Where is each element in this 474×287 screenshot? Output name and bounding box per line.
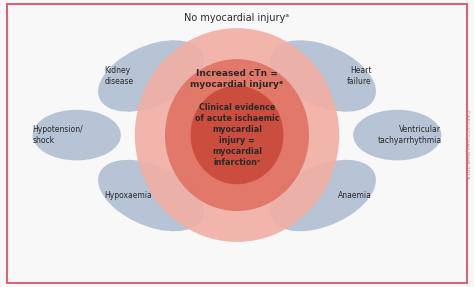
Text: Kidney
disease: Kidney disease xyxy=(105,66,134,86)
Text: Hypotension/
shock: Hypotension/ shock xyxy=(33,125,83,145)
Ellipse shape xyxy=(98,160,204,231)
Ellipse shape xyxy=(270,160,376,231)
Text: Hypoxaemia: Hypoxaemia xyxy=(105,191,152,200)
Ellipse shape xyxy=(33,110,121,160)
Ellipse shape xyxy=(165,59,309,211)
Text: Anaemia: Anaemia xyxy=(338,191,372,200)
Ellipse shape xyxy=(270,40,376,112)
Ellipse shape xyxy=(191,86,283,184)
Text: ©ESC/ACC/AHA/WHF 2018: ©ESC/ACC/AHA/WHF 2018 xyxy=(463,108,468,179)
Text: Ventricular
tachyarrhythmia: Ventricular tachyarrhythmia xyxy=(377,125,441,145)
Text: Clinical evidence
of acute ischaemic
myocardial
injury =
myocardial
infarctionᶜ: Clinical evidence of acute ischaemic myo… xyxy=(195,103,279,167)
Ellipse shape xyxy=(353,110,441,160)
Ellipse shape xyxy=(135,28,339,242)
Text: Increased cTn =
myocardial injuryᵃ: Increased cTn = myocardial injuryᵃ xyxy=(191,69,283,89)
Ellipse shape xyxy=(98,40,204,112)
Text: Heart
failure: Heart failure xyxy=(347,66,372,86)
Text: No myocardial injuryᵃ: No myocardial injuryᵃ xyxy=(184,13,290,23)
